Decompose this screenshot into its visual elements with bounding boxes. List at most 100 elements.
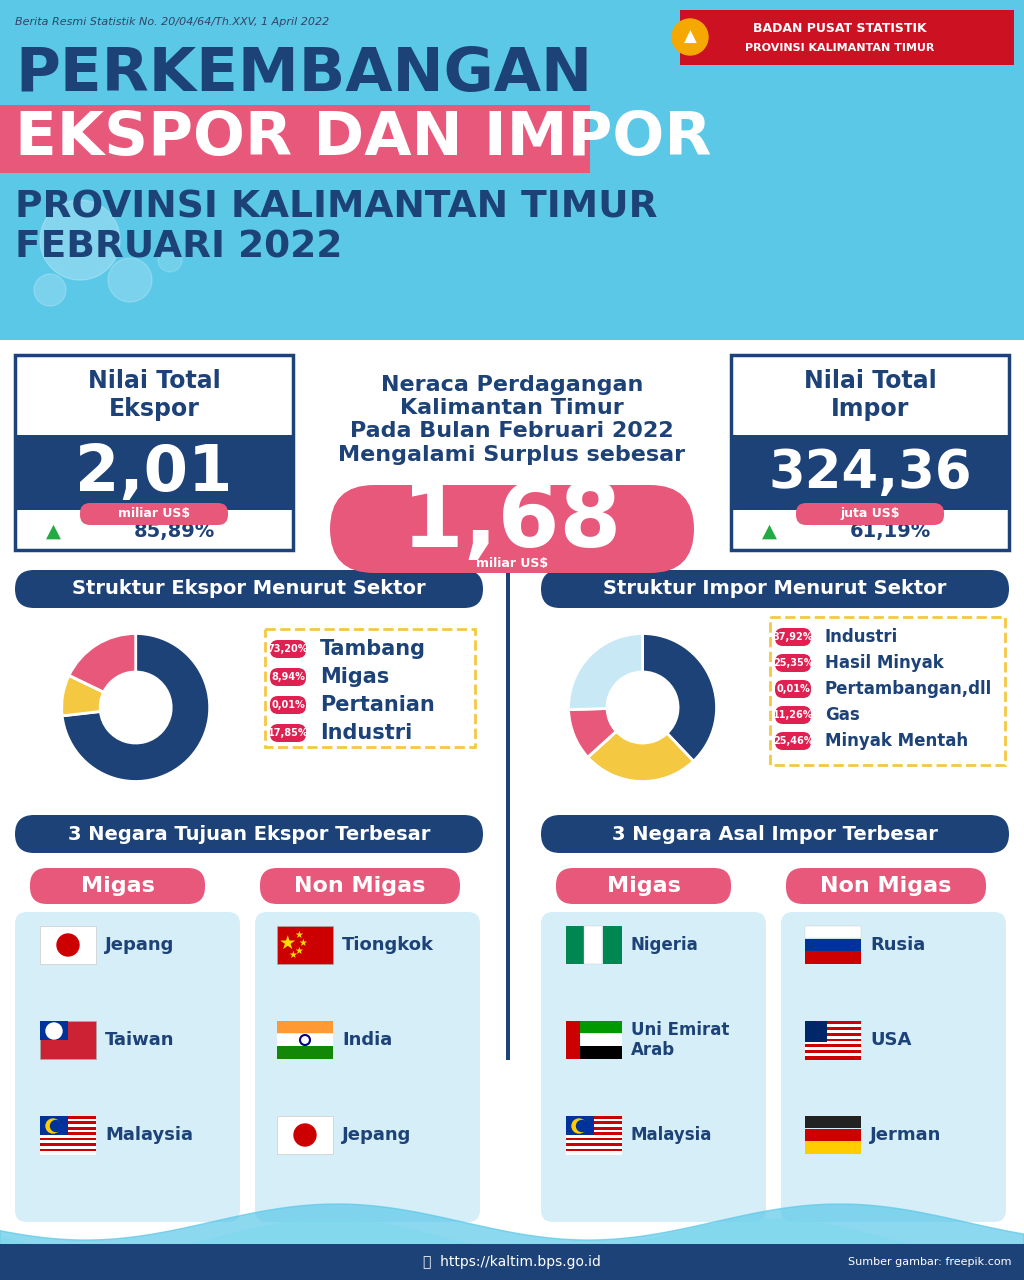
Text: Hasil Minyak: Hasil Minyak	[825, 654, 944, 672]
Bar	[40, 1119, 96, 1123]
Text: Struktur Ekspor Menurut Sektor: Struktur Ekspor Menurut Sektor	[72, 580, 426, 599]
Bar	[40, 1129, 96, 1133]
FancyBboxPatch shape	[556, 868, 731, 904]
Text: USA: USA	[870, 1030, 911, 1050]
Bar	[566, 1121, 622, 1125]
Bar	[40, 1021, 68, 1039]
Text: 1,68: 1,68	[402, 480, 622, 567]
Text: Sumber gambar: freepik.com: Sumber gambar: freepik.com	[849, 1257, 1012, 1267]
Text: Jepang: Jepang	[342, 1126, 412, 1144]
FancyBboxPatch shape	[270, 724, 306, 742]
Text: Nigeria: Nigeria	[631, 936, 698, 954]
FancyBboxPatch shape	[15, 570, 483, 608]
FancyBboxPatch shape	[775, 654, 811, 672]
Bar	[566, 1140, 622, 1143]
Text: 3 Negara Tujuan Ekspor Terbesar: 3 Negara Tujuan Ekspor Terbesar	[68, 824, 430, 844]
FancyBboxPatch shape	[781, 911, 1006, 1222]
Text: 37,92%: 37,92%	[773, 632, 813, 643]
Text: 8,94%: 8,94%	[271, 672, 305, 682]
Text: EKSPOR DAN IMPOR: EKSPOR DAN IMPOR	[15, 110, 712, 169]
Bar	[805, 1044, 861, 1048]
Bar	[566, 1126, 622, 1130]
Text: Non Migas: Non Migas	[294, 876, 426, 896]
Bar	[805, 1056, 861, 1060]
FancyBboxPatch shape	[330, 485, 694, 573]
Text: 0,01%: 0,01%	[776, 684, 810, 694]
Bar	[805, 1053, 861, 1056]
Bar	[566, 1135, 622, 1138]
Bar	[15, 435, 293, 509]
Text: 3 Negara Asal Impor Terbesar: 3 Negara Asal Impor Terbesar	[612, 824, 938, 844]
Text: 🌐  https://kaltim.bps.go.id: 🌐 https://kaltim.bps.go.id	[423, 1254, 601, 1268]
Text: Malaysia: Malaysia	[105, 1126, 193, 1144]
Text: Uni Emirat
Arab: Uni Emirat Arab	[631, 1020, 729, 1060]
Text: ★: ★	[295, 946, 303, 956]
Bar	[566, 1133, 622, 1135]
Bar	[805, 1140, 861, 1155]
Bar	[603, 925, 622, 964]
Bar	[0, 0, 1024, 340]
Bar	[770, 617, 1005, 765]
Text: Malaysia: Malaysia	[631, 1126, 713, 1144]
Bar	[805, 1050, 861, 1053]
Wedge shape	[588, 731, 693, 782]
Text: ★: ★	[299, 938, 307, 948]
Bar	[805, 1047, 861, 1051]
Bar	[278, 1034, 333, 1046]
Bar	[15, 355, 293, 550]
Text: Migas: Migas	[81, 876, 155, 896]
Wedge shape	[61, 676, 103, 716]
Bar	[566, 1129, 622, 1133]
Bar	[566, 1021, 580, 1059]
Text: Minyak Mentah: Minyak Mentah	[825, 732, 968, 750]
FancyBboxPatch shape	[796, 503, 944, 525]
Bar	[0, 105, 590, 173]
Circle shape	[46, 1119, 60, 1133]
Bar	[40, 1138, 96, 1140]
Text: Jepang: Jepang	[105, 936, 174, 954]
Bar	[805, 1030, 861, 1033]
Text: juta US$: juta US$	[841, 507, 900, 521]
Bar	[805, 951, 861, 964]
Bar	[278, 1116, 333, 1155]
Bar	[40, 1148, 96, 1152]
Bar	[805, 1038, 861, 1042]
Wedge shape	[568, 709, 616, 758]
Circle shape	[294, 1124, 316, 1146]
Bar	[805, 1021, 861, 1024]
Bar	[805, 940, 861, 951]
Bar	[566, 1148, 622, 1152]
Text: 73,20%: 73,20%	[267, 644, 308, 654]
Circle shape	[34, 274, 66, 306]
FancyBboxPatch shape	[775, 707, 811, 724]
FancyBboxPatch shape	[786, 868, 986, 904]
Wedge shape	[62, 634, 210, 782]
Bar	[805, 1036, 861, 1039]
Bar	[0, 1244, 1024, 1280]
Text: Gas: Gas	[825, 707, 860, 724]
Bar	[40, 1116, 68, 1135]
Bar	[278, 925, 333, 964]
Text: Jerman: Jerman	[870, 1126, 941, 1144]
Circle shape	[57, 934, 79, 956]
FancyBboxPatch shape	[775, 628, 811, 646]
Circle shape	[50, 1120, 61, 1132]
Bar	[40, 925, 96, 964]
Bar	[40, 1116, 96, 1119]
Text: ▲: ▲	[762, 521, 776, 540]
Bar	[566, 1116, 622, 1119]
Bar	[506, 570, 510, 1060]
FancyBboxPatch shape	[541, 815, 1009, 852]
Bar	[566, 1021, 622, 1033]
Bar	[566, 1116, 594, 1135]
FancyBboxPatch shape	[270, 696, 306, 714]
Text: 25,46%: 25,46%	[773, 736, 813, 746]
Text: Nilai Total
Ekspor: Nilai Total Ekspor	[88, 369, 220, 421]
Bar	[566, 1034, 622, 1046]
FancyBboxPatch shape	[775, 732, 811, 750]
FancyBboxPatch shape	[541, 911, 766, 1222]
Text: 85,89%: 85,89%	[133, 521, 215, 540]
Bar	[566, 1146, 622, 1149]
Text: 0,01%: 0,01%	[271, 700, 305, 710]
FancyBboxPatch shape	[775, 680, 811, 698]
